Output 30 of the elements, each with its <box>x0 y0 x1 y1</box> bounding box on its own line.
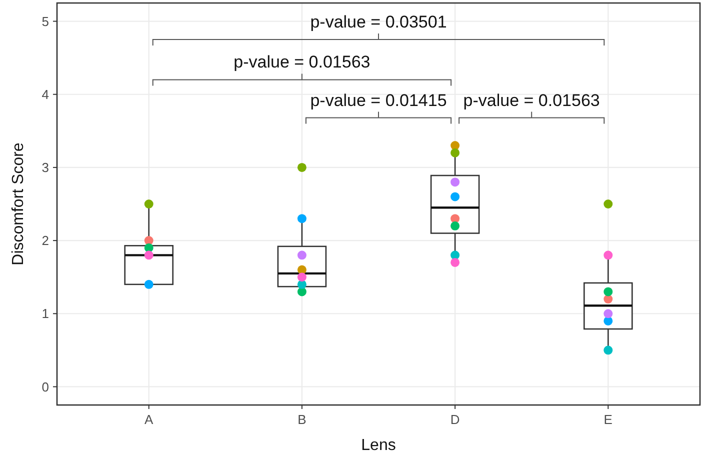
y-tick-label: 2 <box>42 233 49 248</box>
y-axis-title: Discomfort Score <box>10 142 27 266</box>
point <box>297 162 306 172</box>
y-tick-label: 3 <box>42 160 49 176</box>
x-tick-label: A <box>144 412 154 427</box>
x-axis-title: Lens <box>361 437 396 454</box>
y-tick-label: 0 <box>42 379 49 394</box>
point <box>604 200 613 208</box>
x-tick-label: E <box>604 412 613 427</box>
point <box>144 250 154 260</box>
x-tick-label: B <box>298 412 306 427</box>
point <box>144 280 154 289</box>
point <box>604 250 613 260</box>
point <box>450 258 460 267</box>
y-tick-label: 4 <box>42 86 49 102</box>
point <box>604 287 613 296</box>
point <box>450 221 460 230</box>
annotation: p-value = 0.01563 <box>463 90 600 110</box>
annotation: p-value = 0.01415 <box>310 90 447 110</box>
y-tick-label: 1 <box>42 306 49 322</box>
point <box>450 192 460 202</box>
y-tick-label: 5 <box>42 14 49 29</box>
x-tick-label: D <box>450 412 460 427</box>
point <box>450 148 460 158</box>
point <box>297 214 306 224</box>
annotation: p-value = 0.03501 <box>310 12 447 32</box>
point <box>144 200 154 208</box>
point <box>297 272 306 282</box>
annotation: p-value = 0.01563 <box>234 52 370 72</box>
point <box>144 236 154 246</box>
